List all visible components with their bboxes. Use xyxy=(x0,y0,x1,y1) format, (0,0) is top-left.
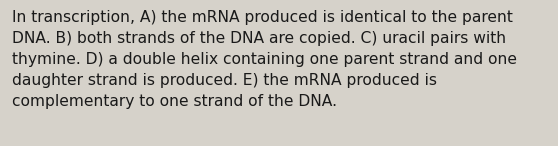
Text: In transcription, A) the mRNA produced is identical to the parent
DNA. B) both s: In transcription, A) the mRNA produced i… xyxy=(12,10,517,109)
